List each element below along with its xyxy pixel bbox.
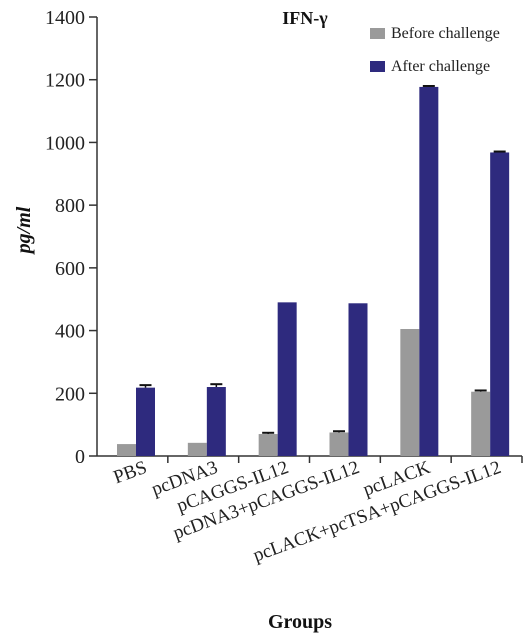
x-category-label: PBS [111,457,150,488]
y-tick-label: 0 [75,446,85,468]
legend-swatch [370,28,385,39]
y-tick-label: 200 [55,383,85,405]
bar-after-challenge [136,387,155,456]
y-tick-label: 600 [55,258,85,280]
y-tick-label: 1000 [45,132,85,154]
legend-label: After challenge [391,58,490,75]
y-tick-label: 1400 [45,7,85,29]
legend-label: Before challenge [391,25,500,42]
bar-before-challenge [471,391,491,456]
y-tick-label: 1200 [45,70,85,92]
bar-before-challenge [117,444,136,456]
legend: Before challenge After challenge [370,25,500,75]
y-tick-label: 800 [55,195,85,217]
bar-before-challenge [400,329,420,456]
bar-before-challenge [329,432,349,456]
bar-before-challenge [258,434,278,456]
bar-after-challenge [277,302,297,456]
bar-after-challenge [348,303,368,456]
y-axis-label: pg/ml [13,206,35,255]
chart-title: IFN-γ [282,8,328,28]
legend-swatch [370,61,385,72]
y-tick-label: 400 [55,321,85,343]
bar-after-challenge [490,152,510,456]
x-axis-label: Groups [268,611,332,633]
bar-before-challenge [187,442,207,456]
bar-after-challenge [206,387,226,456]
bar-after-challenge [419,86,439,457]
